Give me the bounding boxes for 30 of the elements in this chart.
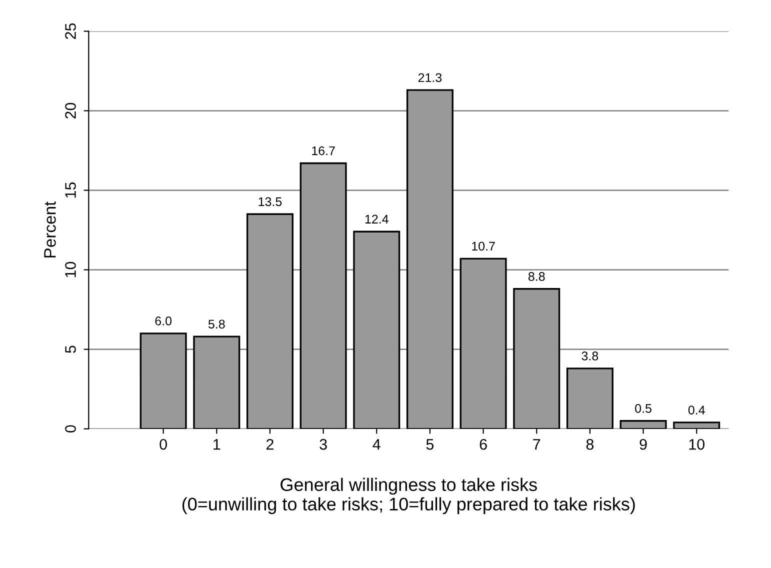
y-tick-label: 0 [65,425,76,432]
data-label: 13.5 [258,197,282,206]
x-tick-label: 10 [689,438,704,450]
x-tick-label: 4 [372,439,380,450]
data-label: 12.4 [365,214,388,224]
data-label: 6.0 [155,316,172,326]
data-label: 0.4 [688,406,705,414]
x-tick-label: 8 [586,438,594,450]
y-axis-title: Percent [44,201,56,258]
y-tick-label: 20 [65,102,76,118]
x-tick-label: 6 [480,438,487,450]
x-tick-label: 3 [320,438,327,450]
y-tick-label: 5 [65,346,76,353]
y-tick-label: 25 [65,23,76,39]
data-label: 3.8 [582,352,598,360]
x-tick-label: 2 [266,438,274,450]
x-tick-label: 0 [160,438,167,450]
y-tick-label: 10 [65,262,76,278]
x-tick-label: 1 [214,439,220,450]
x-tick-label: 5 [426,439,434,450]
data-label: 21.3 [418,73,442,82]
data-label: 0.5 [635,404,652,413]
x-tick-label: 7 [533,439,540,450]
data-label: 8.8 [528,272,545,281]
data-label: 5.8 [208,320,225,329]
data-label: 16.7 [312,146,335,156]
y-tick-label: 15 [65,182,76,198]
x-tick-label: 9 [640,438,647,450]
x-axis-title: General willingness to take risks (0=unwilling to take risks; 10=fully prepared to take risks) [182,478,635,514]
data-label: 10.7 [472,242,495,251]
